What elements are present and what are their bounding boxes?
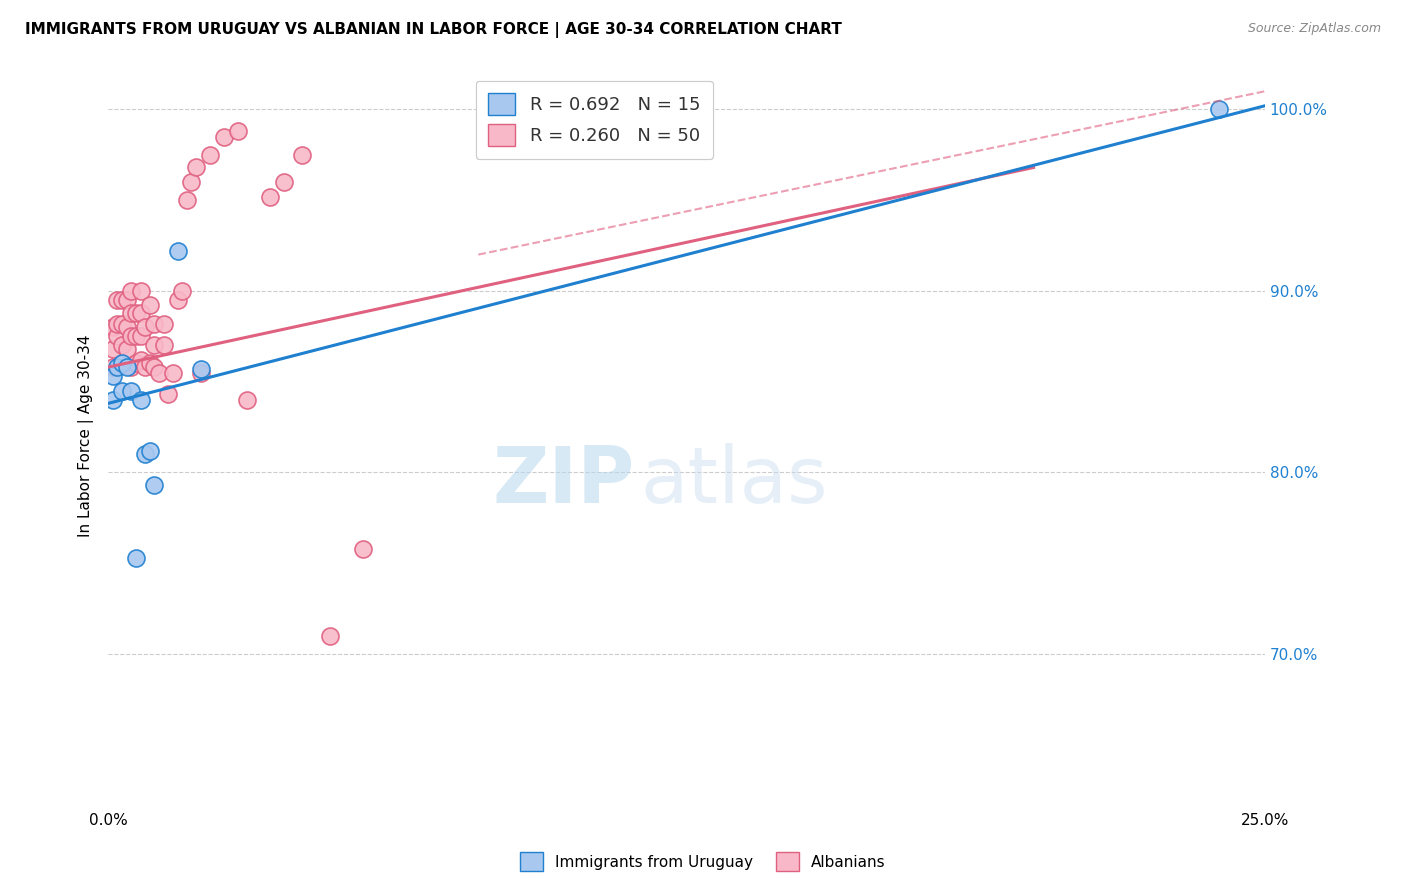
- Point: [125, 306, 148, 320]
- Point: [120, 384, 142, 398]
- Point: [139, 356, 162, 370]
- Point: [107, 329, 129, 343]
- Point: [134, 447, 156, 461]
- Point: [226, 124, 249, 138]
- Text: atlas: atlas: [640, 442, 828, 519]
- Point: [172, 284, 194, 298]
- Point: [212, 129, 235, 144]
- Point: [166, 244, 188, 258]
- Point: [111, 338, 134, 352]
- Point: [143, 317, 166, 331]
- Point: [180, 175, 202, 189]
- Point: [319, 629, 342, 643]
- Point: [111, 356, 134, 370]
- Point: [111, 384, 134, 398]
- Point: [134, 360, 156, 375]
- Point: [101, 369, 124, 384]
- Point: [101, 360, 124, 375]
- Text: ZIP: ZIP: [492, 442, 634, 519]
- Y-axis label: In Labor Force | Age 30-34: In Labor Force | Age 30-34: [79, 334, 94, 537]
- Point: [129, 352, 152, 367]
- Point: [176, 193, 198, 207]
- Point: [236, 392, 259, 407]
- Point: [120, 284, 142, 298]
- Point: [139, 298, 162, 312]
- Point: [125, 329, 148, 343]
- Point: [291, 148, 314, 162]
- Point: [129, 329, 152, 343]
- Point: [115, 293, 138, 307]
- Point: [101, 392, 124, 407]
- Point: [115, 342, 138, 356]
- Legend: R = 0.692   N = 15, R = 0.260   N = 50: R = 0.692 N = 15, R = 0.260 N = 50: [475, 80, 713, 159]
- Point: [273, 175, 295, 189]
- Point: [120, 360, 142, 375]
- Point: [125, 356, 148, 370]
- Point: [162, 366, 184, 380]
- Legend: Immigrants from Uruguay, Albanians: Immigrants from Uruguay, Albanians: [515, 847, 891, 877]
- Point: [115, 360, 138, 375]
- Point: [129, 392, 152, 407]
- Point: [352, 541, 374, 556]
- Point: [143, 338, 166, 352]
- Point: [129, 306, 152, 320]
- Point: [120, 329, 142, 343]
- Point: [139, 443, 162, 458]
- Point: [148, 366, 170, 380]
- Point: [184, 161, 207, 175]
- Point: [152, 338, 174, 352]
- Point: [129, 284, 152, 298]
- Point: [259, 189, 281, 203]
- Point: [134, 320, 156, 334]
- Point: [107, 360, 129, 375]
- Text: IMMIGRANTS FROM URUGUAY VS ALBANIAN IN LABOR FORCE | AGE 30-34 CORRELATION CHART: IMMIGRANTS FROM URUGUAY VS ALBANIAN IN L…: [25, 22, 842, 38]
- Point: [190, 366, 212, 380]
- Text: Source: ZipAtlas.com: Source: ZipAtlas.com: [1247, 22, 1381, 36]
- Point: [1208, 103, 1230, 117]
- Point: [101, 320, 124, 334]
- Point: [101, 342, 124, 356]
- Point: [120, 306, 142, 320]
- Point: [111, 293, 134, 307]
- Point: [107, 317, 129, 331]
- Point: [152, 317, 174, 331]
- Point: [166, 293, 188, 307]
- Point: [157, 387, 180, 401]
- Point: [111, 317, 134, 331]
- Point: [107, 293, 129, 307]
- Point: [143, 360, 166, 375]
- Point: [115, 320, 138, 334]
- Point: [125, 550, 148, 565]
- Point: [190, 362, 212, 376]
- Point: [198, 148, 221, 162]
- Point: [143, 478, 166, 492]
